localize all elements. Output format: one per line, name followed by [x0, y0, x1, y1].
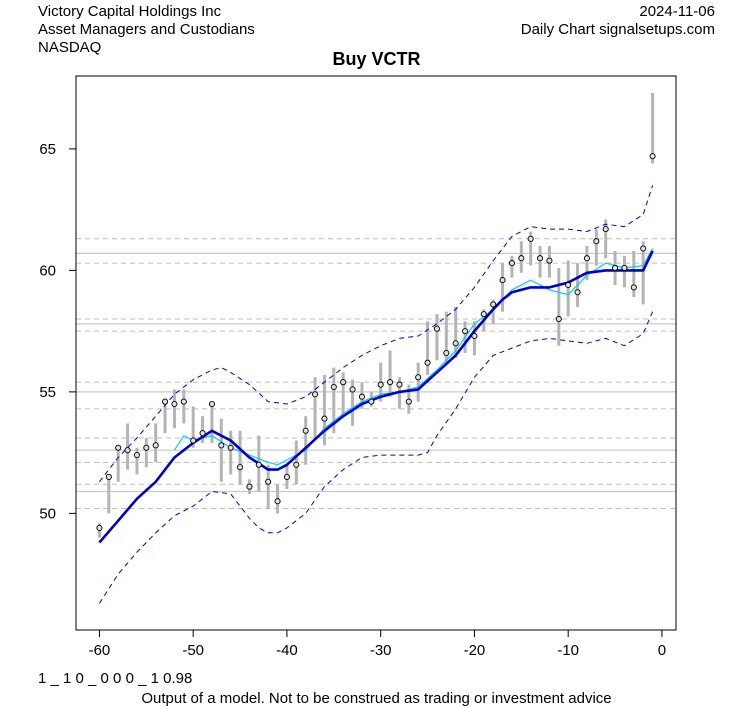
indicator-lines	[98, 185, 654, 604]
close-point	[377, 381, 384, 388]
model-code: 1 _ 1 0 _ 0 0 0 _ 1 0.98	[38, 670, 193, 687]
chart-date: 2024-11-06	[639, 3, 715, 20]
y-tick-label: 55	[39, 384, 56, 401]
close-point	[124, 447, 131, 454]
close-point	[527, 235, 534, 242]
close-point	[415, 374, 422, 381]
close-point	[237, 464, 244, 471]
moving-average-line	[98, 250, 654, 544]
close-point	[115, 444, 122, 451]
close-points	[96, 153, 656, 531]
close-point	[349, 386, 356, 393]
close-point	[649, 153, 656, 160]
close-point	[462, 328, 469, 335]
close-point	[630, 284, 637, 291]
close-point	[640, 245, 647, 252]
support-resistance-lines	[76, 238, 676, 510]
close-point	[96, 524, 103, 531]
close-point	[602, 226, 609, 233]
x-tick-label: -40	[276, 642, 298, 659]
chart-source: Daily Chart signalsetups.com	[520, 21, 715, 38]
close-point	[452, 340, 459, 347]
axes: -60 -50 -40 -30 -20 -10 0 50 55 60 65	[39, 141, 666, 659]
x-tick-label: -60	[89, 642, 111, 659]
close-point	[555, 315, 562, 323]
close-point	[283, 473, 290, 480]
close-point	[199, 430, 206, 437]
close-point	[293, 461, 300, 468]
close-point	[265, 478, 272, 485]
close-point	[105, 473, 112, 480]
close-point	[508, 260, 515, 267]
close-point	[537, 255, 544, 262]
close-point	[471, 332, 478, 340]
close-point	[612, 264, 619, 272]
disclaimer: Output of a model. Not to be construed a…	[141, 690, 612, 707]
chart-title: Buy VCTR	[332, 49, 421, 69]
close-point	[133, 452, 140, 459]
close-point	[368, 398, 375, 405]
close-point	[321, 415, 328, 422]
y-tick-label: 65	[39, 141, 56, 158]
close-point	[190, 437, 197, 444]
x-tick-label: -50	[182, 642, 204, 659]
short-average-line	[173, 248, 654, 466]
lower-band-line	[98, 311, 654, 604]
close-point	[565, 281, 572, 289]
x-tick-label: -10	[557, 642, 579, 659]
close-point	[443, 349, 450, 357]
close-point	[424, 359, 431, 366]
close-point	[387, 379, 394, 386]
close-point	[152, 442, 159, 449]
industry-label: Asset Managers and Custodians	[38, 21, 255, 38]
close-point	[246, 483, 253, 490]
close-point	[208, 400, 215, 408]
close-point	[480, 311, 487, 318]
close-point	[330, 383, 337, 391]
close-point	[574, 289, 581, 296]
x-tick-label: 0	[658, 642, 666, 659]
close-point	[227, 444, 234, 451]
y-tick-label: 60	[39, 262, 56, 279]
close-point	[583, 255, 590, 262]
exchange-label: NASDAQ	[38, 39, 102, 56]
close-point	[358, 393, 365, 400]
close-point	[218, 442, 225, 449]
y-tick-label: 50	[39, 505, 56, 522]
close-point	[143, 444, 150, 451]
close-point	[312, 391, 319, 398]
close-point	[490, 301, 497, 308]
close-point	[433, 325, 440, 332]
close-point	[302, 427, 309, 434]
close-point	[621, 264, 628, 272]
close-point	[396, 381, 403, 388]
close-point	[162, 398, 169, 405]
close-point	[405, 398, 412, 405]
close-point	[546, 257, 553, 264]
close-point	[171, 400, 178, 408]
close-point	[180, 398, 187, 405]
plot-frame	[75, 75, 677, 631]
close-point	[518, 255, 525, 262]
x-tick-label: -30	[370, 642, 392, 659]
close-point	[340, 379, 347, 386]
close-point	[255, 461, 262, 468]
close-point	[274, 498, 281, 505]
price-range-bars	[97, 93, 655, 538]
close-point	[593, 238, 600, 245]
x-tick-label: -20	[464, 642, 486, 659]
close-point	[499, 277, 506, 284]
company-name: Victory Capital Holdings Inc	[38, 3, 222, 20]
